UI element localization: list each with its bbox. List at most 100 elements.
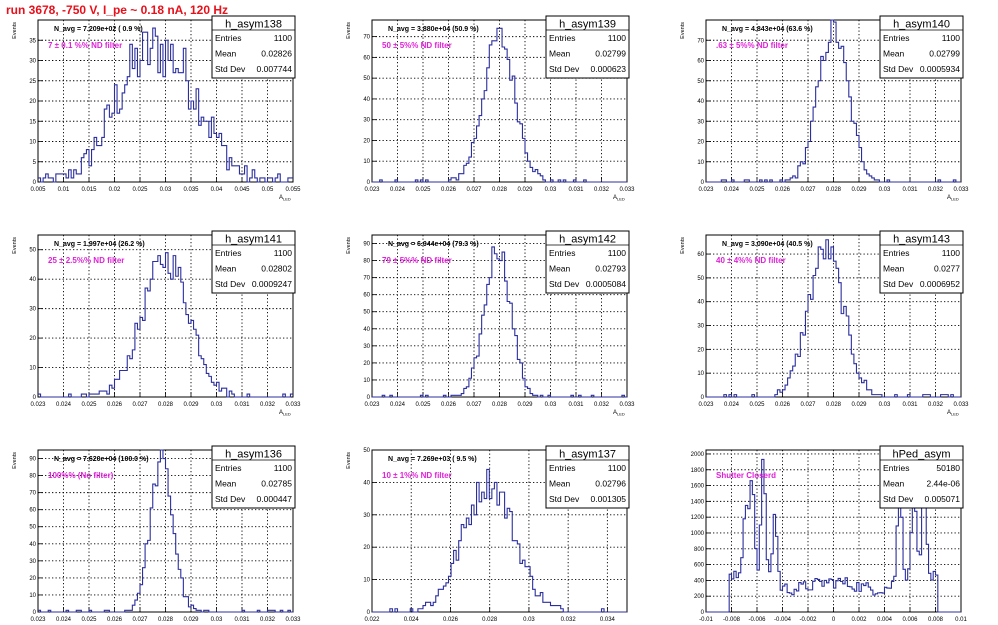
- y-tick-label: 50: [697, 276, 704, 282]
- x-tick-label: 0.006: [902, 617, 918, 623]
- x-tick-label: 0.026: [443, 617, 459, 623]
- y-tick-label: 25: [29, 79, 36, 85]
- stats-key: Mean: [549, 479, 571, 489]
- x-tick-label: 0.032: [594, 187, 610, 193]
- y-tick-label: 0: [33, 395, 37, 401]
- stats-value: 0.02799: [929, 49, 960, 59]
- x-tick-label: 0.024: [724, 402, 740, 408]
- histogram-line: [372, 468, 627, 613]
- y-tick-label: 10: [29, 593, 36, 599]
- y-tick-label: 30: [697, 119, 704, 125]
- y-tick-label: 40: [29, 542, 36, 548]
- y-tick-label: 0: [701, 395, 705, 401]
- histogram-line: [706, 19, 961, 183]
- y-tick-label: 0: [701, 180, 705, 186]
- y-tick-label: 70: [363, 35, 370, 41]
- stats-key: Mean: [883, 264, 905, 274]
- y-tick-label: 0: [33, 180, 37, 186]
- navg-label: N_avg = 3.880e+04 (50.9 %): [388, 26, 479, 33]
- stats-key: Mean: [549, 264, 571, 274]
- y-tick-label: 20: [697, 140, 704, 146]
- x-tick-label: 0.024: [390, 402, 406, 408]
- histogram-pad-h_asym141: 0.023 0.024 0.025 0.026 0.027 0.028 0.029 0.03 0…: [12, 230, 301, 417]
- stats-title: h_asym137: [559, 449, 616, 461]
- stats-value: 1100: [274, 33, 293, 43]
- x-tick-label: 0.035: [183, 187, 199, 193]
- stats-value: 2.44e-06: [926, 479, 960, 489]
- y-tick-label: 0: [367, 180, 371, 186]
- x-tick-label: 0.028: [826, 187, 842, 193]
- x-tick-label: 0.002: [851, 617, 867, 623]
- x-tick-label: 0.028: [492, 402, 508, 408]
- x-tick-label: 0.023: [30, 617, 46, 623]
- x-tick-label: -0.002: [799, 617, 817, 623]
- x-tick-label: 0.03: [879, 402, 891, 408]
- x-tick-label: 0.004: [877, 617, 893, 623]
- navg-label: N_avg = 6.044e+04 (79.3 %): [388, 241, 479, 248]
- x-tick-label: 0.05: [262, 187, 274, 193]
- stats-key: Entries: [215, 463, 241, 473]
- y-tick-label: 1800: [691, 468, 705, 474]
- stats-box: [879, 445, 964, 509]
- y-tick-label: 10: [697, 371, 704, 377]
- x-tick-label: 0.03: [879, 187, 891, 193]
- y-tick-label: 60: [29, 508, 36, 514]
- stats-value: 0.02796: [595, 479, 626, 489]
- stats-value: 0.005071: [925, 494, 961, 504]
- stats-key: Mean: [215, 479, 237, 489]
- x-tick-label: 0.01: [955, 617, 967, 623]
- y-tick-label: 10: [29, 140, 36, 146]
- y-axis-title: Events: [12, 22, 18, 39]
- x-tick-label: 0.032: [260, 402, 276, 408]
- x-tick-label: 0.029: [183, 617, 199, 623]
- stats-title: h_asym140: [893, 19, 950, 31]
- stats-box: [545, 445, 630, 509]
- stats-key: Std Dev: [549, 279, 580, 289]
- x-tick-label: 0.023: [364, 402, 380, 408]
- y-tick-label: 70: [29, 491, 36, 497]
- x-tick-label: 0.033: [285, 617, 301, 623]
- stats-title: h_asym138: [225, 19, 282, 31]
- filter-annotation: .63 ± 5%% ND filter: [716, 41, 788, 50]
- navg-label: N_avg = 7.209e+02 ( 0.9 %): [54, 26, 143, 33]
- y-axis-title: Events: [346, 237, 352, 254]
- y-tick-label: 2000: [691, 452, 705, 458]
- stats-value: 1100: [274, 463, 293, 473]
- stats-box: [879, 230, 964, 294]
- stats-box: [879, 15, 964, 79]
- histogram-pad-h_asym139: 0.023 0.024 0.025 0.026 0.027 0.028 0.029 0.03 0…: [346, 15, 635, 202]
- y-tick-label: 60: [697, 252, 704, 258]
- navg-label: N_avg = 7.620e+04 (100.0 %): [54, 456, 149, 463]
- x-tick-label: -0.004: [774, 617, 792, 623]
- x-tick-label: 0.026: [775, 402, 791, 408]
- y-tick-label: 90: [363, 242, 370, 248]
- x-tick-label: 0.032: [928, 402, 944, 408]
- x-tick-label: 0.04: [211, 187, 223, 193]
- y-tick-label: 0: [367, 610, 371, 616]
- y-tick-label: 60: [697, 59, 704, 65]
- y-tick-label: 30: [29, 307, 36, 313]
- stats-key: Entries: [883, 33, 909, 43]
- y-tick-label: 50: [363, 448, 370, 454]
- x-tick-label: 0.025: [749, 402, 765, 408]
- x-tick-label: 0.02: [109, 187, 121, 193]
- stats-title: h_asym136: [225, 449, 282, 461]
- stats-key: Mean: [883, 479, 905, 489]
- y-tick-label: 1600: [691, 484, 705, 490]
- x-tick-label: 0.033: [619, 402, 635, 408]
- y-axis-title: Events: [12, 452, 18, 469]
- y-tick-label: 10: [29, 366, 36, 372]
- x-tick-label: 0.024: [404, 617, 420, 623]
- stats-value: 50180: [936, 463, 960, 473]
- x-tick-label: 0.026: [775, 187, 791, 193]
- x-axis-title: ALED: [279, 410, 291, 417]
- stats-key: Mean: [215, 49, 237, 59]
- y-tick-label: 20: [363, 138, 370, 144]
- histogram-pad-h_asym140: 0.023 0.024 0.025 0.026 0.027 0.028 0.029 0.03 0…: [680, 15, 969, 202]
- y-tick-label: 30: [363, 344, 370, 350]
- x-tick-label: 0.045: [234, 187, 250, 193]
- x-tick-label: 0.008: [928, 617, 944, 623]
- x-tick-label: -0.008: [723, 617, 741, 623]
- stats-value: 0.000623: [591, 64, 627, 74]
